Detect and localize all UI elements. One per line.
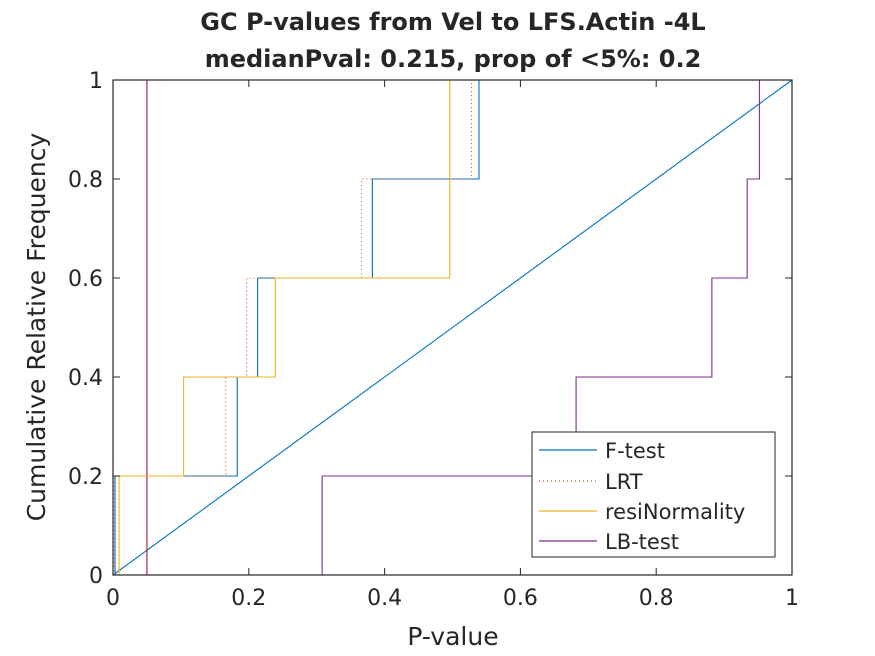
- x-tick-label: 0.6: [503, 586, 538, 611]
- x-axis-label: P-value: [407, 622, 498, 651]
- y-tick-label: 0.6: [68, 267, 103, 292]
- y-tick-label: 1: [89, 69, 103, 94]
- chart-title-line-2: medianPval: 0.215, prop of <5%: 0.2: [205, 45, 702, 73]
- y-tick-label: 0.8: [68, 168, 103, 193]
- y-axis-label: Cumulative Relative Frequency: [22, 133, 51, 522]
- axes-box: [112, 79, 793, 576]
- ticks-layer: 0 0.2 0.4 0.6 0.8 1 0 0.2 0.4 0.6 0.8 1: [68, 69, 799, 611]
- x-tick-label: 1: [785, 586, 799, 611]
- legend-box: [531, 431, 776, 558]
- y-tick-label: 0.4: [68, 366, 103, 391]
- data-layer: [112, 79, 793, 576]
- chart-title-line-1: GC P-values from Vel to LFS.Actin -4L: [200, 8, 705, 36]
- series-line-resinormality: [118, 80, 451, 575]
- x-tick-label: 0.4: [367, 586, 402, 611]
- x-tick-label: 0.2: [231, 586, 266, 611]
- legend-label-f-test: F-test: [605, 439, 665, 463]
- y-tick-label: 0.2: [68, 465, 103, 490]
- legend-label-lb-test: LB-test: [605, 530, 679, 554]
- x-tick-label: 0.8: [639, 586, 674, 611]
- x-tick-label: 0: [106, 586, 120, 611]
- legend: F-test LRT resiNormality LB-test: [531, 431, 776, 558]
- legend-label-resinormality: resiNormality: [605, 500, 745, 524]
- y-tick-label: 0: [89, 564, 103, 589]
- legend-label-lrt: LRT: [605, 470, 643, 494]
- series-line-lb-test: [321, 80, 760, 575]
- reference-diagonal-line: [112, 79, 793, 576]
